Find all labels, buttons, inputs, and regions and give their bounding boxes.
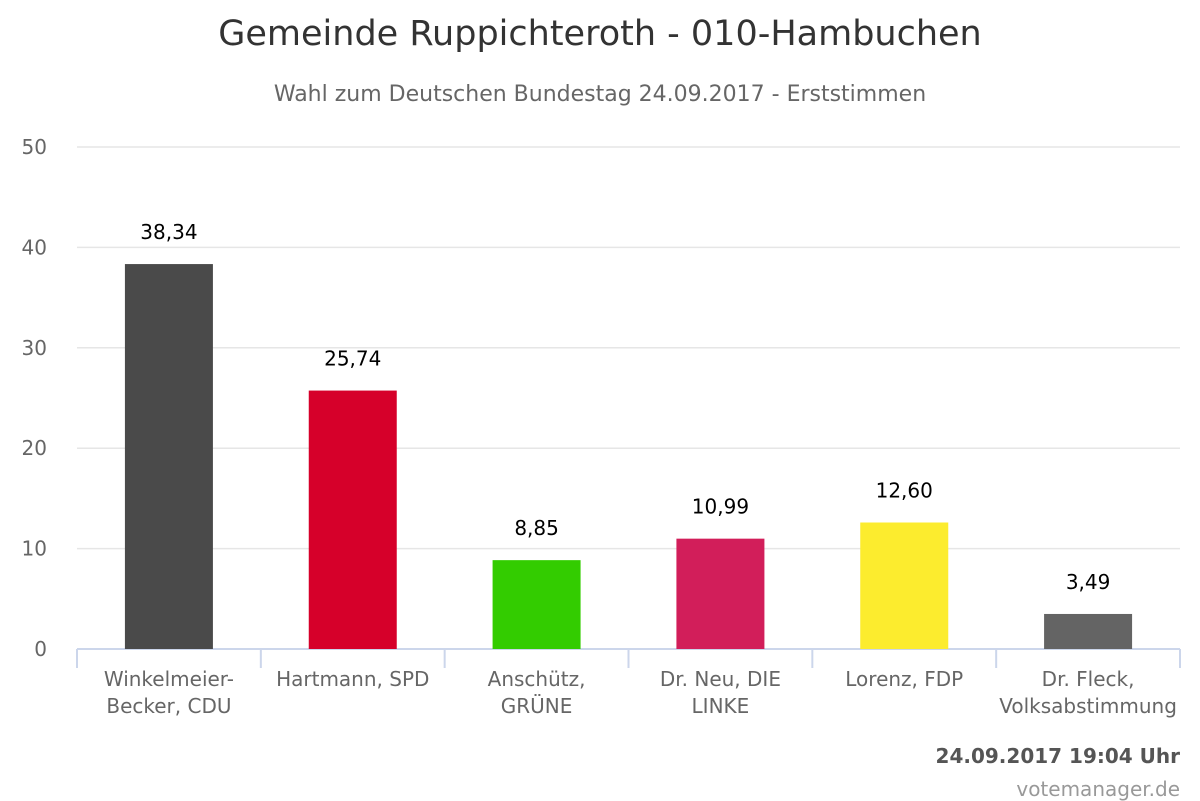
y-tick-label: 20 (22, 436, 47, 460)
bar[interactable] (1044, 613, 1133, 649)
y-tick-label: 30 (22, 336, 47, 360)
x-tick-label-line: Hartmann, SPD (276, 667, 429, 691)
x-tick-label-line: Anschütz, (488, 667, 586, 691)
x-tick-label-line: Becker, CDU (106, 694, 231, 718)
x-tick-label: Dr. Neu, DIE LINKE (660, 667, 781, 718)
bar[interactable] (492, 560, 581, 649)
timestamp: 24.09.2017 19:04 Uhr (935, 744, 1180, 768)
data-label: 12,60 (876, 478, 933, 502)
x-tick-label: Hartmann, SPD (276, 667, 429, 691)
y-tick-label: 40 (22, 235, 47, 259)
x-tick-label: Anschütz, GRÜNE (488, 667, 586, 718)
x-tick-label-line: GRÜNE (501, 694, 573, 718)
bar[interactable] (124, 264, 213, 649)
bar[interactable] (676, 538, 765, 649)
y-tick-label: 0 (34, 637, 47, 661)
chart-subtitle: Wahl zum Deutschen Bundestag 24.09.2017 … (273, 82, 927, 107)
data-label: 25,74 (324, 347, 381, 371)
data-label: 3,49 (1066, 570, 1111, 594)
bar[interactable] (308, 390, 397, 649)
data-label: 38,34 (140, 220, 197, 244)
x-tick-label: Winkelmeier- Becker, CDU (104, 667, 234, 718)
x-tick-label-line: LINKE (692, 694, 750, 718)
x-tick-label: Dr. Fleck, Volksabstimmung (999, 667, 1177, 718)
x-tick-label-line: Dr. Fleck, (1042, 667, 1135, 691)
x-tick-label-line: Winkelmeier- (104, 667, 234, 691)
chart-title: Gemeinde Ruppichteroth - 010-Hambuchen (218, 14, 982, 54)
bar[interactable] (860, 522, 949, 649)
y-tick-label: 10 (22, 537, 47, 561)
credits-link[interactable]: votemanager.de (1016, 777, 1180, 801)
x-tick-label: Lorenz, FDP (845, 667, 963, 691)
data-label: 10,99 (692, 495, 749, 519)
y-tick-label: 50 (22, 135, 47, 159)
x-tick-label-line: Lorenz, FDP (845, 667, 963, 691)
x-tick-label-line: Volksabstimmung (999, 694, 1177, 718)
data-label: 8,85 (514, 516, 559, 540)
x-tick-label-line: Dr. Neu, DIE (660, 667, 781, 691)
